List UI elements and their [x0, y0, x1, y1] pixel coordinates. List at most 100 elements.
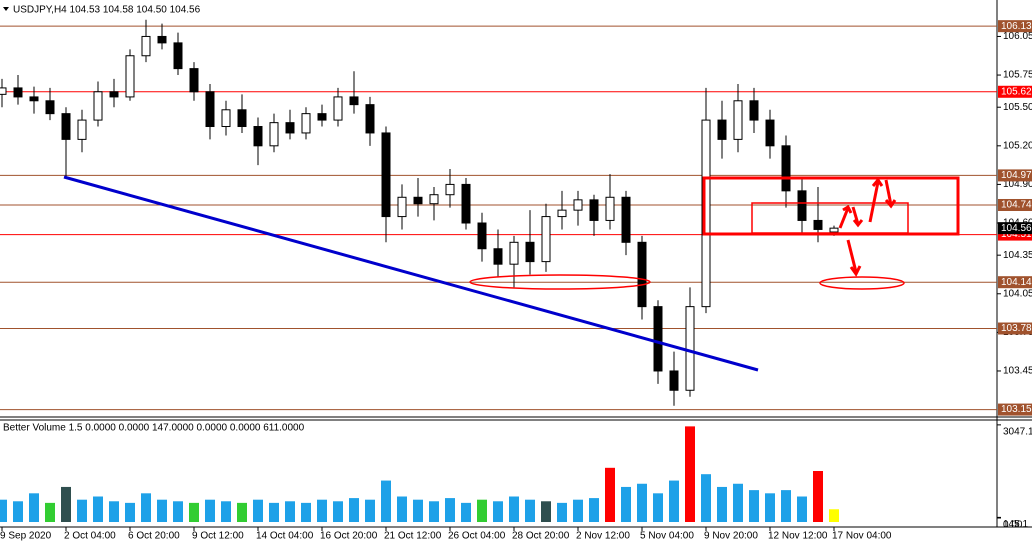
candle-body — [61, 113, 71, 140]
volume-bar — [93, 496, 103, 522]
candle-body — [301, 113, 311, 134]
candle-body — [77, 119, 87, 140]
level-label: 104.97 — [1001, 170, 1032, 181]
candle-body — [285, 122, 295, 134]
candle-body — [797, 190, 807, 221]
candle-body — [461, 183, 471, 224]
volume-bar — [333, 501, 343, 522]
level-label-bg — [998, 20, 1032, 33]
candle-body — [573, 199, 583, 211]
candle-body — [717, 119, 727, 140]
candle-body — [45, 100, 55, 115]
candle-body — [349, 96, 359, 106]
volume-bar — [525, 499, 535, 522]
volume-bar — [237, 502, 247, 522]
volume-bar — [717, 486, 727, 522]
candle-body — [637, 241, 647, 308]
volume-bar — [557, 502, 567, 522]
candle-body — [189, 68, 199, 93]
volume-bar — [77, 499, 87, 522]
candle-body — [429, 194, 439, 205]
arrow — [868, 177, 884, 223]
candle-body — [541, 216, 551, 263]
volume-bar — [429, 501, 439, 522]
volume-bar — [477, 499, 487, 522]
indicator-title: Better Volume 1.5 0.0000 0.0000 147.0000… — [3, 423, 305, 434]
volume-bar — [781, 490, 791, 522]
target-ellipse — [819, 276, 905, 290]
volume-bar — [461, 502, 471, 522]
x-tick-label: 26 Oct 04:00 — [448, 531, 506, 542]
candle-body — [509, 241, 519, 265]
volume-bar — [13, 501, 23, 522]
arrow — [838, 204, 853, 229]
volume-bar — [397, 496, 407, 522]
volume-bar — [621, 486, 631, 522]
y-tick-label: 106.05 — [1003, 31, 1032, 42]
volume-bar — [365, 499, 375, 522]
candle-body — [445, 183, 455, 196]
volume-bar — [493, 501, 503, 522]
volume-bar — [797, 496, 807, 522]
volume-bar — [221, 501, 231, 522]
x-tick-label: 9 Nov 20:00 — [704, 531, 758, 542]
level-label: 106.13 — [1001, 21, 1032, 32]
y-tick-label: 105.50 — [1003, 102, 1032, 113]
level-label-bg — [998, 169, 1032, 182]
candle-body — [253, 126, 263, 147]
volume-bar — [61, 486, 71, 522]
volume-bar — [45, 502, 55, 522]
volume-bar — [125, 502, 135, 522]
chart-title: USDJPY,H4 104.53 104.58 104.50 104.56 — [13, 5, 201, 16]
menu-triangle — [3, 7, 9, 11]
volume-bar — [733, 483, 743, 522]
candle-body — [141, 35, 151, 57]
candle-body — [749, 100, 759, 121]
volume-bar — [157, 499, 167, 522]
current-price-label: 104.56 — [1001, 223, 1032, 234]
candle-body — [237, 109, 247, 128]
y-tick-label: 104.05 — [1003, 288, 1032, 299]
candle-body — [109, 91, 119, 98]
volume-bar — [285, 501, 295, 522]
y-tick-label: 105.75 — [1003, 70, 1032, 81]
candle-body — [605, 196, 615, 221]
level-label: 103.78 — [1001, 323, 1032, 334]
y-tick-label: 3047.1 — [1003, 427, 1032, 438]
x-tick-label: 14 Oct 04:00 — [256, 531, 314, 542]
volume-bar — [445, 498, 455, 522]
candle-body — [221, 109, 231, 128]
candle-body — [93, 91, 103, 121]
candle-body — [653, 306, 663, 372]
y-tick-label: 104.90 — [1003, 179, 1032, 190]
current-price-bg — [998, 222, 1032, 235]
range-box — [702, 176, 960, 236]
candle-body — [669, 370, 679, 391]
candle-body — [413, 196, 423, 205]
volume-bar — [205, 499, 215, 522]
volume-bar — [685, 426, 695, 522]
volume-bar — [29, 493, 39, 522]
volume-bar — [301, 502, 311, 522]
candle-body — [397, 196, 407, 218]
candle-body — [173, 42, 183, 70]
candle-body — [781, 145, 791, 192]
arrow — [846, 239, 862, 277]
volume-bar — [573, 499, 583, 522]
candle-body — [813, 219, 823, 230]
candle-body — [477, 222, 487, 250]
level-label-bg — [998, 322, 1032, 335]
y-tick-label: 145.1 — [1003, 519, 1028, 530]
level-label-bg — [998, 85, 1032, 98]
y-tick-label: 0.00 — [1003, 520, 1023, 531]
candle-body — [205, 91, 215, 128]
x-tick-label: 9 Oct 12:00 — [192, 531, 244, 542]
range-box — [751, 202, 909, 234]
volume-bar — [349, 498, 359, 522]
support-ellipse — [469, 274, 651, 290]
candle-body — [29, 96, 39, 102]
candle-body — [765, 119, 775, 147]
plot: 106.05105.75105.50105.20104.90104.60104.… — [0, 19, 1032, 542]
candle-body — [333, 96, 343, 121]
